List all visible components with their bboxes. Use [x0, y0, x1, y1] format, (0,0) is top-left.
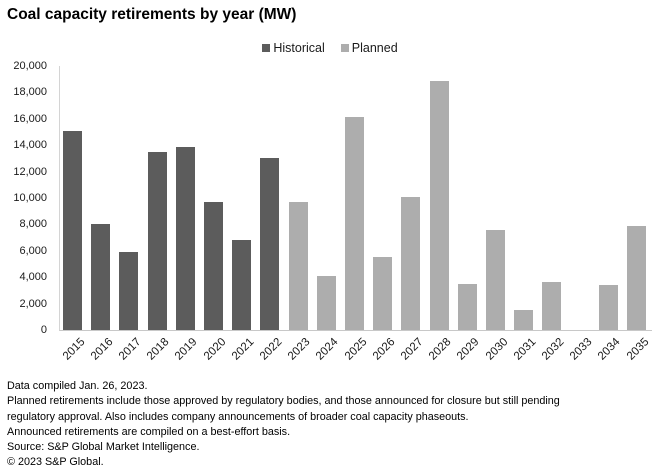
- legend-label-planned: Planned: [351, 41, 398, 55]
- source-line: Source: S&P Global Market Intelligence.: [7, 441, 200, 454]
- y-tick-label: 18,000: [13, 86, 47, 99]
- bar-2034-planned: [598, 285, 618, 330]
- planned-swatch-icon: [340, 44, 349, 52]
- historical-swatch-icon: [262, 44, 271, 52]
- bar-2025-planned: [345, 117, 364, 330]
- y-tick-label: 8,000: [19, 218, 47, 231]
- bar-2032-planned: [542, 282, 562, 330]
- bar-2030-planned: [486, 229, 505, 330]
- legend-item-historical: Historical: [262, 41, 325, 55]
- y-tick-label: 10,000: [13, 192, 47, 204]
- y-tick-label: 0: [40, 324, 47, 336]
- bar-2024-planned: [316, 275, 336, 330]
- y-tick-label: 2,000: [19, 297, 47, 310]
- footnote-line: Data compiled Jan. 26, 2023.: [7, 380, 148, 392]
- y-tick-label: 12,000: [13, 165, 47, 178]
- bar-2017-historical: [119, 252, 139, 330]
- bar-2023-planned: [288, 201, 308, 330]
- y-tick-label: 14,000: [13, 139, 47, 152]
- bar-2021-historical: [232, 240, 252, 330]
- legend-item-planned: Planned: [340, 41, 398, 55]
- copyright-line: © 2023 S&P Global.: [7, 456, 104, 469]
- bar-2016-historical: [91, 224, 111, 330]
- bar-2027-planned: [401, 196, 421, 330]
- bar-2029-planned: [457, 284, 477, 330]
- bar-2018-historical: [147, 151, 167, 330]
- bar-2028-planned: [429, 81, 449, 330]
- bar-2020-historical: [204, 201, 223, 330]
- bar-2015-historical: [63, 130, 82, 330]
- y-tick-label: 16,000: [13, 112, 47, 125]
- bar-2026-planned: [373, 257, 393, 330]
- bar-2019-historical: [175, 147, 195, 330]
- plot-area: [59, 66, 652, 331]
- y-axis-labels: 20,000 18,000 16,000 14,000 12,000 10,000 8,00…: [0, 60, 47, 336]
- bar-2035-planned: [627, 225, 646, 330]
- y-tick-label: 6,000: [19, 244, 47, 257]
- footnote-line: regulatory approval. Also includes compa…: [7, 410, 469, 423]
- y-tick-label: 4,000: [19, 271, 47, 284]
- chart-title: Coal capacity retirements by year (MW): [7, 6, 297, 23]
- footnote-line: Planned retirements include those approv…: [7, 395, 560, 408]
- chart-area: 20,000 18,000 16,000 14,000 12,000 10,000 8,00…: [0, 60, 660, 376]
- y-tick-label: 20,000: [13, 60, 47, 72]
- x-axis-labels: 2015 2016 2017 2018 2019 2020 2021 2022 2023 2024…: [59, 333, 651, 375]
- footnote-line: Announced retirements are compiled on a …: [7, 425, 291, 438]
- legend-label-historical: Historical: [273, 41, 325, 55]
- bar-2031-planned: [514, 310, 534, 330]
- legend: Historical Planned: [0, 41, 660, 55]
- footnotes: Data compiled Jan. 26, 2023. Planned ret…: [7, 379, 560, 471]
- bar-2022-historical: [260, 158, 280, 330]
